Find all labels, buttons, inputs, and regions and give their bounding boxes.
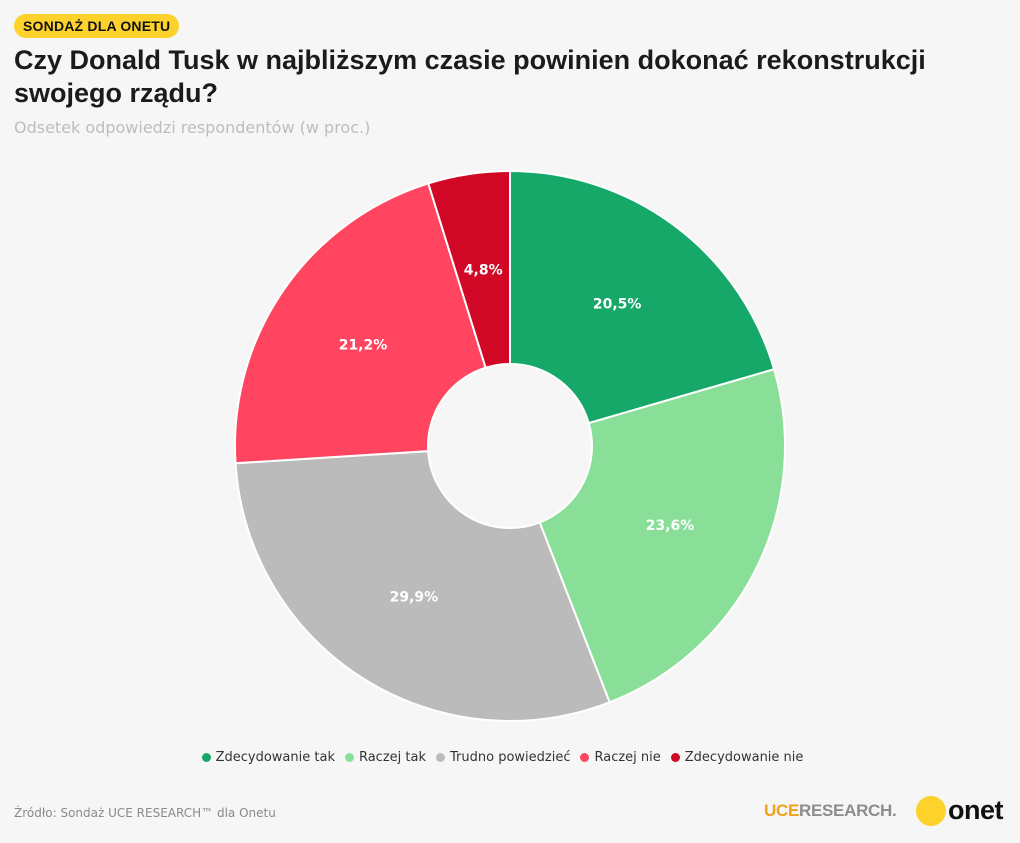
pie-slice-5 [427, 169, 511, 369]
pie-slice-1 [509, 169, 776, 425]
pie-slice-3 [234, 450, 611, 722]
donut-chart: 20,5% 23,6% 29,9% 21,2% 4,8% [234, 169, 786, 722]
onet-logo-text: onet [948, 795, 1004, 825]
legend-item-2: Raczej tak [344, 750, 426, 765]
legend-marker-icon [436, 753, 445, 762]
chart-legend: Zdecydowanie tak Raczej tak Trudno powiedz… [0, 750, 1005, 765]
uce-logo-part1: UCE [764, 801, 799, 820]
source-note: Źródło: Sondaż UCE RESEARCH™ dla Onetu [14, 806, 276, 820]
data-label-4: 21,2% [339, 338, 388, 354]
onet-logo: onet [916, 795, 1004, 826]
legend-label: Trudno powiedzieć [450, 750, 571, 765]
legend-item-5: Zdecydowanie nie [670, 750, 804, 765]
chart-title: Czy Donald Tusk w najbliższym czasie pow… [14, 45, 926, 108]
legend-item-4: Raczej nie [580, 750, 661, 765]
uce-logo-part2: RESEARCH. [799, 801, 897, 820]
survey-badge: SONDAŻ DLA ONETU [14, 14, 180, 38]
legend-label: Zdecydowanie tak [215, 750, 335, 765]
legend-marker-icon [580, 753, 590, 762]
legend-marker-icon [344, 753, 354, 762]
data-label-1: 20,5% [593, 296, 642, 312]
legend-label: Raczej tak [358, 750, 426, 765]
data-label-2: 23,6% [646, 518, 695, 534]
legend-item-1: Zdecydowanie tak [201, 750, 335, 765]
pie-slice-2 [538, 368, 786, 704]
legend-marker-icon [201, 753, 211, 762]
data-label-5: 4,8% [464, 263, 503, 279]
chart-subtitle: Odsetek odpowiedzi respondentów (w proc.… [14, 118, 371, 137]
data-label-3: 29,9% [390, 589, 439, 605]
legend-marker-icon [670, 753, 680, 762]
uce-research-logo: UCERESEARCH. [764, 801, 897, 821]
legend-label: Raczej nie [594, 750, 661, 765]
legend-label: Zdecydowanie nie [684, 750, 804, 765]
legend-item-3: Trudno powiedzieć [436, 750, 570, 765]
onet-logo-circle [916, 795, 946, 826]
pie-slice-4 [234, 182, 487, 465]
